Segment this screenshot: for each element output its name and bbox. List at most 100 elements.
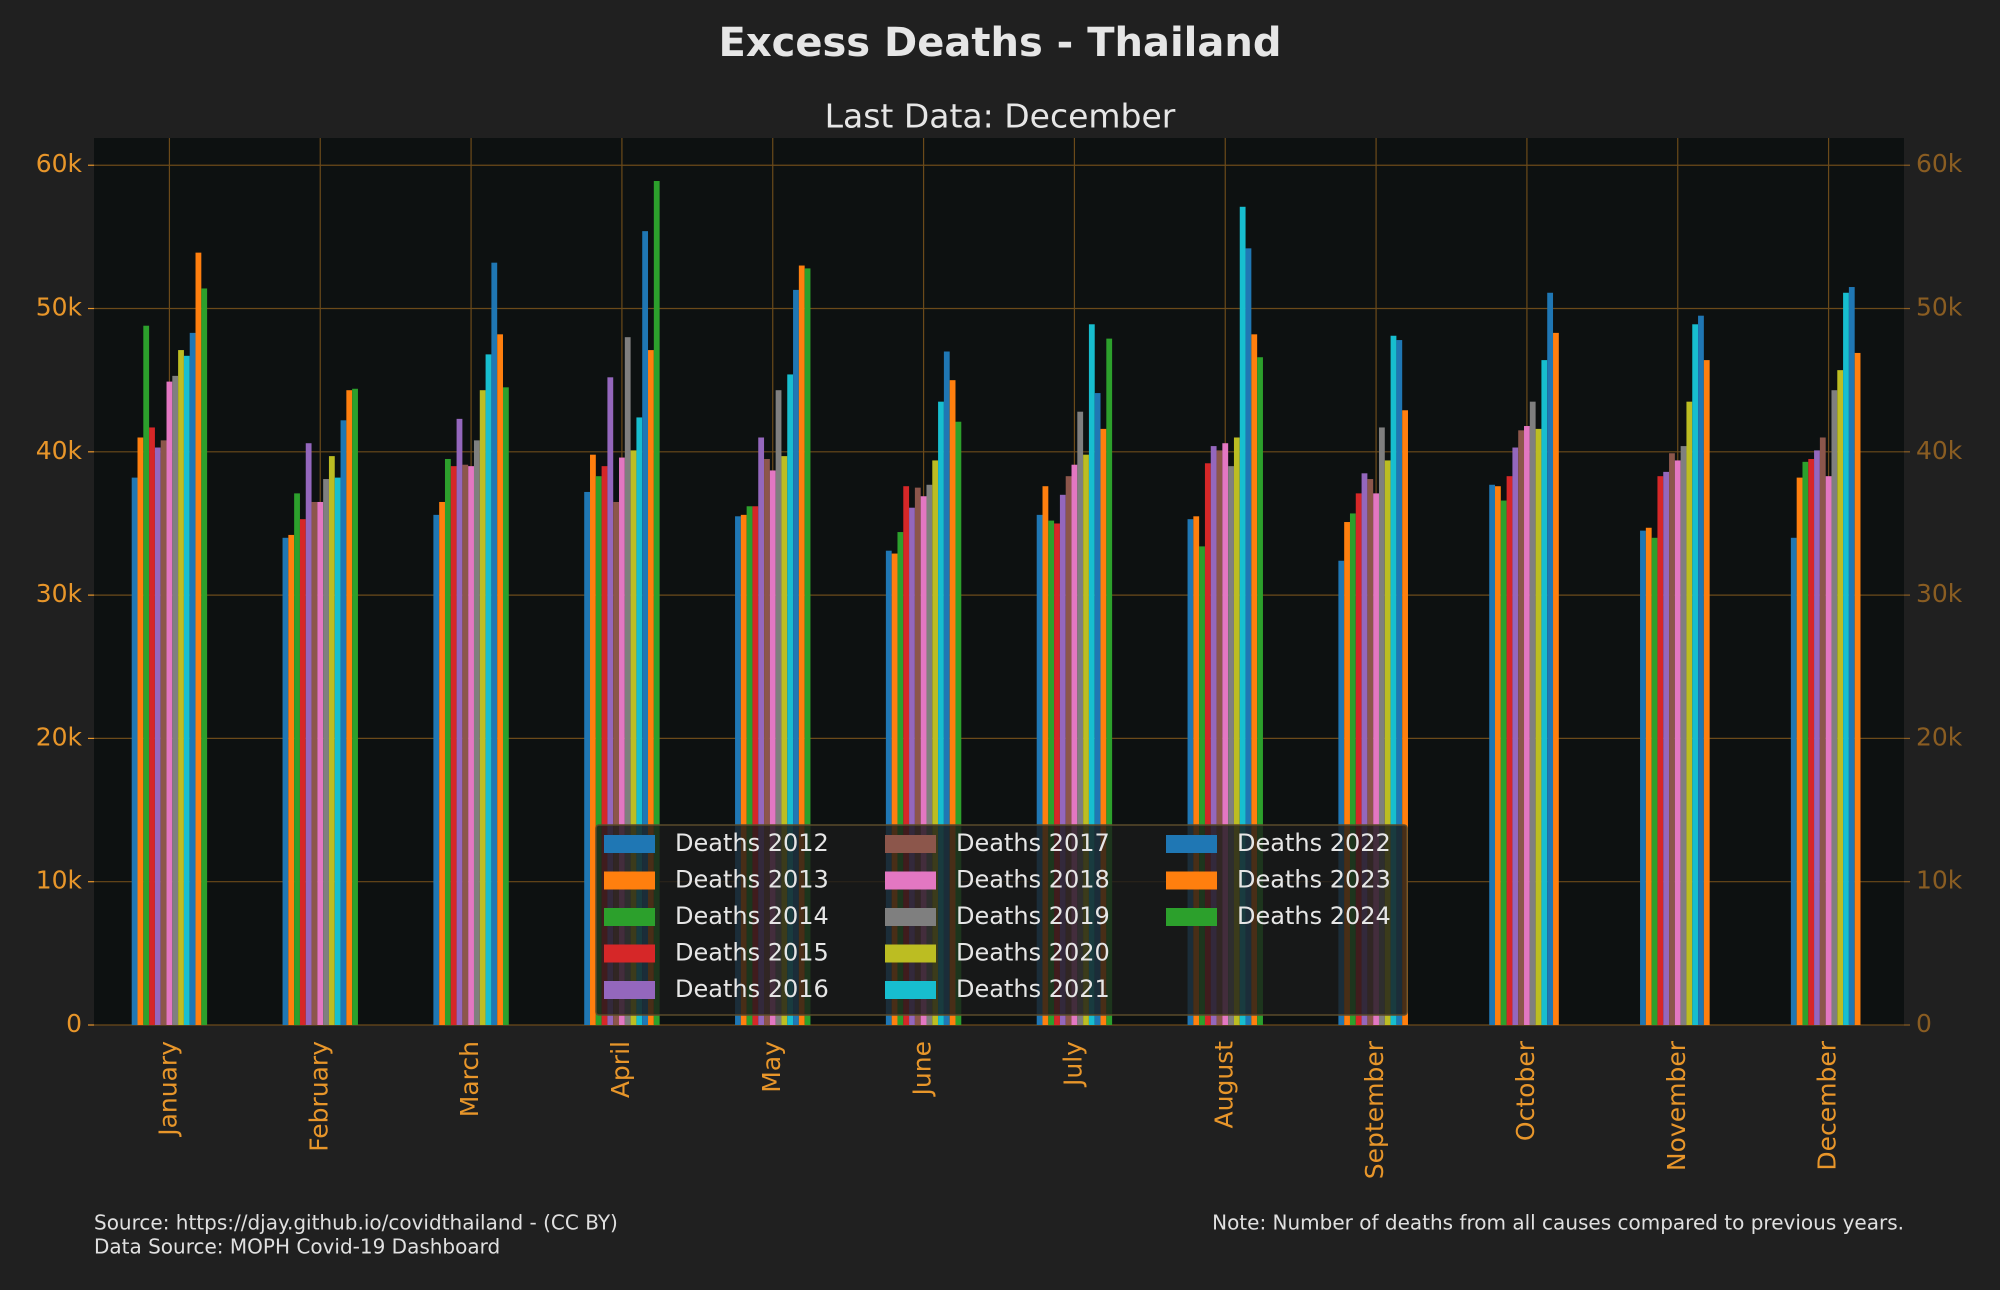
bar — [1239, 206, 1246, 1025]
bar — [601, 466, 608, 1026]
bar — [1692, 324, 1699, 1026]
bar — [305, 443, 312, 1025]
bar — [334, 477, 341, 1025]
bar — [1808, 458, 1815, 1025]
legend-swatch — [604, 871, 655, 890]
bar — [1396, 340, 1403, 1025]
bar — [166, 381, 173, 1026]
bar — [1553, 332, 1559, 1025]
bar — [1796, 477, 1803, 1025]
bar — [473, 440, 480, 1026]
bar — [1378, 427, 1385, 1026]
bar — [1054, 523, 1060, 1025]
bar — [1802, 461, 1809, 1025]
legend-label: Deaths 2017 — [956, 829, 1110, 857]
bar — [1506, 476, 1513, 1025]
bar — [885, 550, 892, 1025]
bar — [1222, 443, 1229, 1025]
y2-tick-label: 20k — [1916, 722, 1963, 751]
bar — [189, 332, 196, 1025]
bar — [1825, 476, 1832, 1025]
bar — [1547, 292, 1554, 1025]
legend-swatch — [604, 981, 655, 999]
bar — [346, 390, 353, 1025]
bar — [1100, 428, 1107, 1025]
bar — [1251, 334, 1258, 1025]
bar — [1686, 401, 1693, 1026]
bar — [143, 325, 150, 1025]
bar — [920, 496, 927, 1025]
legend-swatch — [604, 835, 655, 853]
x-tick-label: September — [1360, 1040, 1389, 1179]
x-tick-label: June — [908, 1041, 937, 1097]
bar — [1088, 324, 1095, 1026]
bar — [178, 350, 184, 1026]
bar — [798, 265, 805, 1026]
legend-swatch — [1166, 835, 1217, 853]
bar — [653, 180, 660, 1025]
bar — [642, 231, 649, 1026]
bar — [932, 460, 939, 1026]
bar — [1228, 466, 1234, 1026]
bar — [1651, 537, 1658, 1025]
x-tick-label: May — [757, 1041, 786, 1093]
bar — [1042, 486, 1049, 1026]
bar — [758, 437, 765, 1025]
legend-label: Deaths 2013 — [675, 866, 829, 894]
bar — [352, 388, 358, 1026]
bar — [590, 454, 596, 1025]
bar — [1495, 486, 1501, 1026]
y2-tick-label: 10k — [1916, 866, 1963, 895]
legend-label: Deaths 2015 — [675, 939, 829, 967]
bar — [1210, 446, 1217, 1025]
bar — [1843, 292, 1849, 1025]
bar — [1245, 248, 1252, 1025]
bar — [1355, 493, 1362, 1025]
bar — [949, 380, 956, 1025]
bar — [891, 553, 898, 1025]
bar — [502, 387, 509, 1025]
bar — [299, 519, 306, 1025]
bar — [311, 501, 318, 1025]
bar — [485, 354, 492, 1025]
legend-label: Deaths 2024 — [1237, 902, 1391, 930]
bar — [1390, 335, 1397, 1025]
bar — [1338, 560, 1345, 1025]
bar — [1384, 460, 1391, 1026]
bar — [903, 486, 910, 1026]
bar — [624, 337, 631, 1026]
bar — [1233, 437, 1240, 1025]
bar — [433, 514, 440, 1025]
bar — [282, 537, 289, 1025]
bar — [746, 506, 753, 1025]
bar — [1645, 527, 1652, 1025]
bar — [149, 427, 155, 1026]
legend-label: Deaths 2021 — [956, 975, 1110, 1003]
data-source-note: Data Source: MOPH Covid-19 Dashboard — [94, 1235, 500, 1259]
bar — [619, 457, 625, 1025]
footnote: Note: Number of deaths from all causes c… — [1212, 1211, 1904, 1235]
bar — [938, 401, 944, 1026]
legend-label: Deaths 2022 — [1237, 829, 1391, 857]
bar — [1837, 370, 1844, 1026]
bar — [1367, 479, 1374, 1026]
chart-title: Excess Deaths - Thailand — [719, 20, 1282, 66]
legend-label: Deaths 2020 — [956, 939, 1110, 967]
bar — [1216, 450, 1223, 1025]
bar — [897, 532, 904, 1025]
bar — [769, 470, 776, 1025]
bar — [735, 516, 741, 1025]
bar — [636, 417, 643, 1025]
bar — [1083, 454, 1089, 1025]
bar — [1674, 460, 1681, 1026]
bar — [1529, 401, 1536, 1026]
y2-tick-label: 40k — [1916, 436, 1963, 465]
bar — [1361, 473, 1368, 1026]
bar — [1524, 426, 1530, 1025]
bar — [1663, 471, 1670, 1025]
bar — [1698, 315, 1704, 1025]
y-tick-label: 10k — [36, 866, 83, 895]
y2-tick-label: 50k — [1916, 293, 1963, 322]
bar — [317, 501, 324, 1025]
legend-label: Deaths 2019 — [956, 902, 1110, 930]
